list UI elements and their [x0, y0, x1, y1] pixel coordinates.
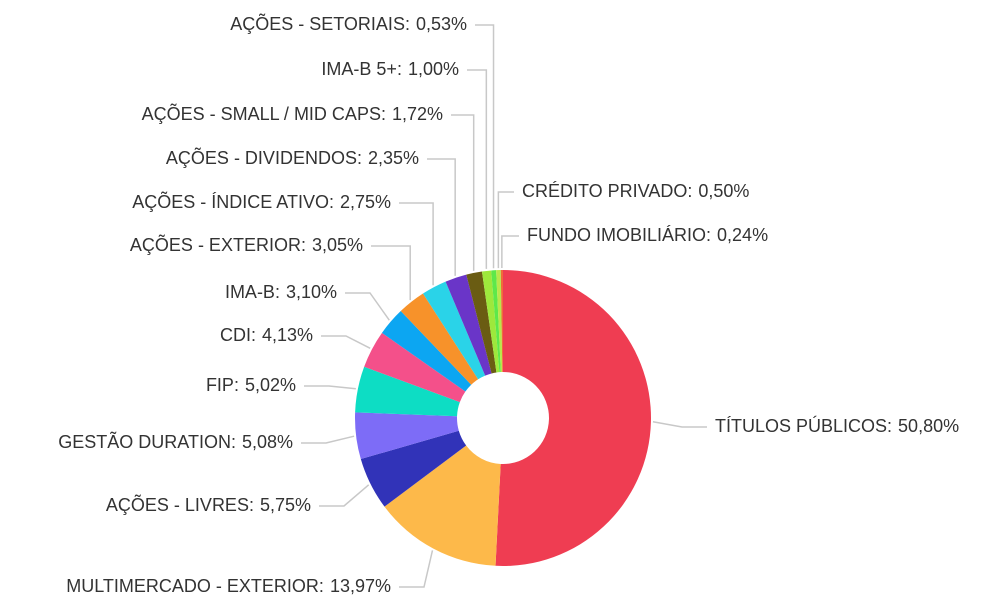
value-label: 5,08% [242, 432, 293, 452]
data-label: AÇÕES - EXTERIOR: 3,05% [130, 234, 363, 255]
leader-line [451, 114, 475, 271]
slice [445, 274, 492, 376]
data-label: AÇÕES - SMALL / MID CAPS: 1,72% [142, 103, 443, 124]
value-label: 0,50% [698, 181, 749, 201]
leader-line [399, 550, 434, 588]
category-label: AÇÕES - ÍNDICE ATIVO: [132, 191, 334, 212]
value-label: 0,53% [416, 14, 467, 34]
leader-line [321, 335, 371, 349]
data-label: MULTIMERCADO - EXTERIOR: 13,97% [66, 576, 391, 596]
slice [481, 270, 500, 373]
data-label: CDI: 4,13% [220, 325, 313, 345]
leader-line [399, 202, 434, 286]
data-label: CRÉDITO PRIVADO: 0,50% [522, 181, 749, 201]
category-label: AÇÕES - SMALL / MID CAPS: [142, 103, 386, 124]
category-label: AÇÕES - EXTERIOR: [130, 234, 306, 255]
slice [500, 270, 503, 373]
value-label: 1,00% [408, 59, 459, 79]
data-label: FIP: 5,02% [206, 375, 296, 395]
slice [381, 311, 472, 392]
value-label: 3,05% [312, 235, 363, 255]
slice [495, 270, 651, 566]
category-label: TÍTULOS PÚBLICOS: [715, 415, 892, 436]
category-label: IMA-B: [225, 282, 280, 302]
value-label: 13,97% [330, 576, 391, 596]
data-label: AÇÕES - DIVIDENDOS: 2,35% [166, 147, 419, 168]
category-label: FUNDO IMOBILIÁRIO: [527, 225, 711, 245]
category-label: AÇÕES - DIVIDENDOS: [166, 147, 362, 168]
category-label: IMA-B 5+: [321, 59, 402, 79]
value-label: 5,02% [245, 375, 296, 395]
leader-line [497, 191, 514, 269]
leader-line [501, 235, 519, 269]
value-label: 3,10% [286, 282, 337, 302]
data-label: IMA-B 5+: 1,00% [321, 59, 459, 79]
leader-line [652, 421, 707, 428]
leader-line [371, 245, 411, 301]
category-label: AÇÕES - SETORIAIS: [230, 13, 410, 34]
slice [364, 332, 466, 403]
leader-line [345, 292, 390, 321]
data-label: AÇÕES - ÍNDICE ATIVO: 2,75% [132, 191, 391, 212]
slice [422, 281, 486, 380]
category-label: FIP: [206, 375, 239, 395]
leader-line [467, 69, 488, 269]
category-label: AÇÕES - LIVRES: [106, 494, 254, 515]
slice [400, 293, 479, 385]
category-label: CDI: [220, 325, 256, 345]
data-label: GESTÃO DURATION: 5,08% [58, 431, 293, 452]
slice [496, 270, 503, 373]
slice [466, 271, 497, 374]
category-label: MULTIMERCADO - EXTERIOR: [66, 576, 324, 596]
slice [355, 366, 460, 417]
leader-line [319, 484, 370, 507]
category-label: GESTÃO DURATION: [58, 431, 236, 452]
data-label: TÍTULOS PÚBLICOS: 50,80% [715, 415, 959, 436]
leader-line [304, 385, 356, 390]
category-label: CRÉDITO PRIVADO: [522, 181, 692, 201]
leader-line [475, 24, 495, 269]
leader-line [427, 158, 456, 276]
slice [355, 412, 459, 460]
value-label: 2,35% [368, 148, 419, 168]
value-label: 50,80% [898, 416, 959, 436]
value-label: 5,75% [260, 495, 311, 515]
data-label: AÇÕES - LIVRES: 5,75% [106, 494, 311, 515]
value-label: 1,72% [392, 104, 443, 124]
slice [384, 445, 501, 566]
value-label: 0,24% [717, 225, 768, 245]
data-label: FUNDO IMOBILIÁRIO: 0,24% [527, 225, 768, 245]
slice [491, 270, 501, 373]
slice [360, 430, 467, 507]
value-label: 2,75% [340, 192, 391, 212]
leader-line [301, 435, 355, 444]
data-label: IMA-B: 3,10% [225, 282, 337, 302]
data-label: AÇÕES - SETORIAIS: 0,53% [230, 13, 467, 34]
value-label: 4,13% [262, 325, 313, 345]
